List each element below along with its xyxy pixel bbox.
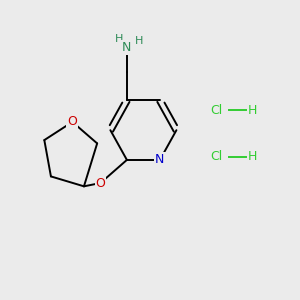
Text: O: O <box>95 176 105 190</box>
Text: O: O <box>68 116 77 128</box>
Text: H: H <box>135 36 144 46</box>
Text: Cl: Cl <box>210 104 222 117</box>
Text: N: N <box>155 153 165 167</box>
Text: H: H <box>248 150 257 163</box>
Text: N: N <box>122 41 132 54</box>
Text: H: H <box>248 104 257 117</box>
Text: H: H <box>114 34 123 44</box>
Text: Cl: Cl <box>210 150 222 163</box>
